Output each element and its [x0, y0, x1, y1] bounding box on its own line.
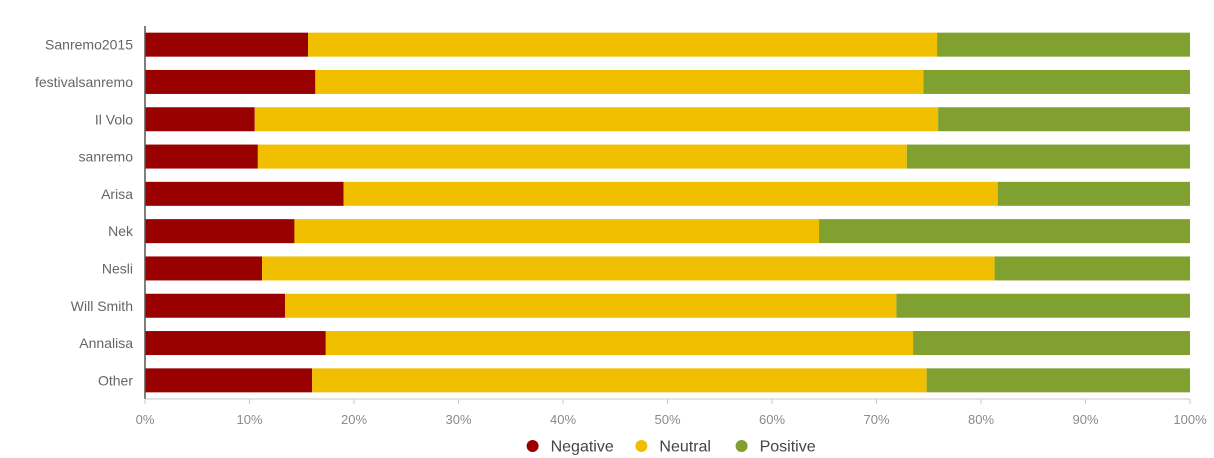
x-tick-label: 0% [136, 412, 155, 427]
bar-sanremo-negative [145, 144, 258, 169]
bar-sanremo2015-positive [937, 32, 1190, 57]
bar-arisa-positive [997, 181, 1190, 206]
bar-il-volo-negative [145, 107, 255, 132]
bar-arisa-neutral [343, 181, 998, 206]
category-label-il-volo: Il Volo [95, 111, 133, 127]
x-tick-label: 70% [863, 412, 889, 427]
bar-nesli-negative [145, 256, 263, 281]
category-labels: Sanremo2015 festivalsanremo Il Volo sanremo… [35, 37, 134, 389]
x-tick-label: 30% [445, 412, 471, 427]
legend-marker-neutral [635, 440, 648, 452]
bar-il-volo-positive [938, 107, 1190, 132]
legend-marker-positive [735, 440, 748, 452]
bar-nesli-positive [994, 256, 1190, 281]
bar-nek-neutral [294, 219, 820, 244]
x-tick-label: 80% [968, 412, 994, 427]
category-label-other: Other [98, 372, 133, 388]
x-tick-label: 60% [759, 412, 785, 427]
category-label-sanremo: sanremo [79, 149, 134, 165]
bar-festivalsanremo-positive [923, 69, 1190, 94]
bars-layer [145, 32, 1190, 393]
x-tick-label: 50% [654, 412, 680, 427]
legend-label-neutral: Neutral [659, 439, 711, 456]
x-tick-label: 100% [1173, 412, 1207, 427]
category-label-festivalsanremo: festivalsanremo [35, 74, 133, 90]
bar-sanremo2015-neutral [308, 32, 938, 57]
category-label-will-smith: Will Smith [71, 298, 133, 314]
bar-nek-negative [145, 219, 295, 244]
bar-sanremo2015-negative [145, 32, 309, 57]
bar-nesli-neutral [262, 256, 995, 281]
bar-annalisa-neutral [325, 331, 914, 356]
bar-other-neutral [312, 368, 927, 393]
bar-annalisa-negative [145, 331, 326, 356]
category-label-nesli: Nesli [102, 260, 133, 276]
bar-sanremo-neutral [257, 144, 907, 169]
x-tick-label: 20% [341, 412, 367, 427]
legend-label-positive: Positive [760, 439, 816, 456]
bar-other-positive [926, 368, 1190, 393]
bar-nek-positive [819, 219, 1190, 244]
bar-will-smith-negative [145, 293, 286, 318]
bar-annalisa-positive [913, 331, 1190, 356]
category-label-nek: Nek [108, 223, 134, 239]
legend-marker-negative [526, 440, 539, 452]
x-tick-label: 10% [236, 412, 262, 427]
category-label-arisa: Arisa [101, 186, 133, 202]
bar-sanremo-positive [906, 144, 1190, 169]
bar-will-smith-neutral [285, 293, 897, 318]
bar-will-smith-positive [896, 293, 1190, 318]
x-tick-label: 90% [1072, 412, 1098, 427]
category-label-sanremo2015: Sanremo2015 [45, 37, 133, 53]
bar-il-volo-neutral [254, 107, 939, 132]
x-tick-label: 40% [550, 412, 576, 427]
legend-label-negative: Negative [551, 439, 614, 456]
x-axis-ticks: 0% 10% 20% 30% 40% 50% 60% 70% 80% 90% 100% [136, 399, 1207, 427]
bar-arisa-negative [145, 181, 344, 206]
category-label-annalisa: Annalisa [79, 335, 133, 351]
bar-festivalsanremo-neutral [315, 69, 924, 94]
bar-other-negative [145, 368, 313, 393]
legend: Negative Neutral Positive [526, 439, 816, 456]
bar-festivalsanremo-negative [145, 69, 316, 94]
